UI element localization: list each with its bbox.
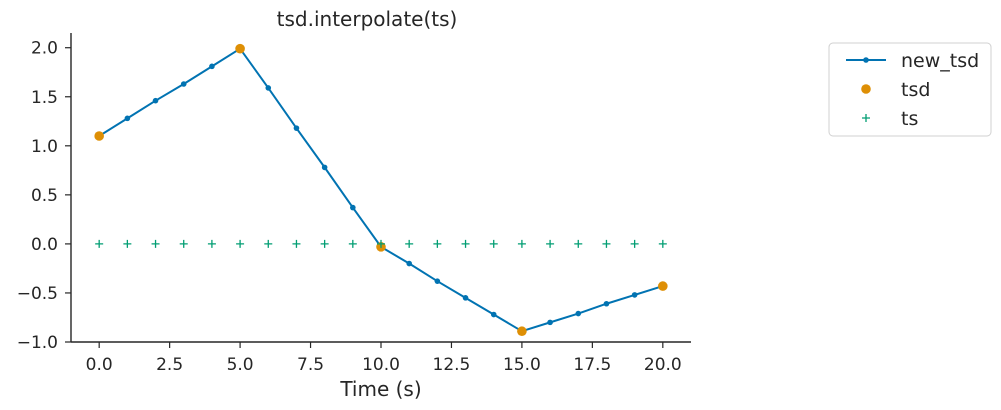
legend-swatch	[862, 114, 870, 122]
data-point	[265, 85, 272, 91]
data-point	[490, 311, 497, 318]
data-point	[658, 239, 667, 248]
series-line	[98, 47, 664, 333]
data-point	[631, 292, 638, 298]
data-point	[348, 239, 357, 248]
data-point	[547, 319, 553, 326]
data-point	[574, 239, 583, 248]
legend-item-ts: ts	[862, 108, 918, 130]
series-ts	[95, 239, 667, 248]
x-tick-label: 17.5	[573, 355, 611, 375]
data-point	[209, 63, 215, 70]
series-tsd	[94, 43, 668, 337]
legend-box	[828, 42, 992, 137]
x-tick-label: 20.0	[644, 355, 682, 375]
data-point	[658, 281, 668, 291]
data-point	[235, 43, 245, 54]
data-point	[94, 131, 104, 141]
data-point	[264, 239, 273, 248]
data-point	[321, 164, 328, 171]
data-point	[320, 239, 329, 248]
x-tick-label: 0.0	[86, 355, 113, 375]
data-point	[517, 326, 527, 337]
legend-item-new_tsd: new_tsd	[846, 50, 979, 72]
data-point	[123, 239, 132, 248]
data-point	[462, 295, 469, 301]
series-new_tsd	[96, 45, 666, 335]
y-tick-label: 1.5	[31, 88, 58, 108]
data-point	[602, 239, 611, 248]
data-point	[293, 125, 300, 131]
legend-item-tsd: tsd	[861, 79, 930, 101]
x-axis-label: Time (s)	[339, 377, 421, 401]
data-point	[433, 239, 442, 248]
axes: 0.0 2.5 5.0 7.5 10.0 12.5 15.0 17.5 20.0 −1.0 −0.5…	[17, 33, 691, 375]
data-point	[461, 239, 470, 248]
y-tick-label: −0.5	[17, 284, 58, 304]
data-point	[180, 81, 187, 87]
y-tick-label: 0.5	[31, 186, 58, 206]
x-tick-label: 15.0	[503, 355, 541, 375]
data-point	[517, 239, 526, 248]
data-point	[152, 97, 159, 104]
data-point	[350, 204, 356, 211]
legend-label: tsd	[901, 79, 930, 101]
data-point	[377, 239, 385, 248]
x-tick-label: 5.0	[227, 355, 254, 375]
x-tick-label: 7.5	[297, 355, 324, 375]
data-point	[489, 239, 498, 248]
y-tick-label: 1.0	[31, 137, 58, 157]
data-point	[95, 239, 104, 248]
data-point	[603, 300, 610, 307]
data-point	[151, 239, 160, 248]
x-tick-label: 2.5	[156, 355, 183, 375]
data-point	[124, 115, 131, 122]
data-point	[546, 239, 555, 248]
data-point	[406, 260, 412, 267]
data-point	[434, 278, 441, 284]
data-point	[405, 239, 414, 248]
y-tick-label: 0.0	[31, 235, 58, 255]
x-tick-label: 10.0	[362, 355, 400, 375]
data-point	[630, 239, 639, 248]
y-tick-label: 2.0	[31, 39, 58, 59]
plot-area	[94, 43, 668, 337]
data-point	[292, 239, 301, 248]
y-tick-label: −1.0	[17, 333, 58, 353]
data-point	[236, 239, 245, 248]
data-point	[179, 239, 188, 248]
x-tick-label: 12.5	[433, 355, 471, 375]
data-point	[207, 239, 216, 248]
chart-title: tsd.interpolate(ts)	[277, 7, 458, 31]
legend-label: ts	[901, 108, 918, 130]
legend-label: new_tsd	[901, 50, 979, 72]
legend-swatch-marker	[863, 57, 869, 63]
legend-swatch	[861, 84, 871, 94]
data-point	[575, 310, 582, 317]
